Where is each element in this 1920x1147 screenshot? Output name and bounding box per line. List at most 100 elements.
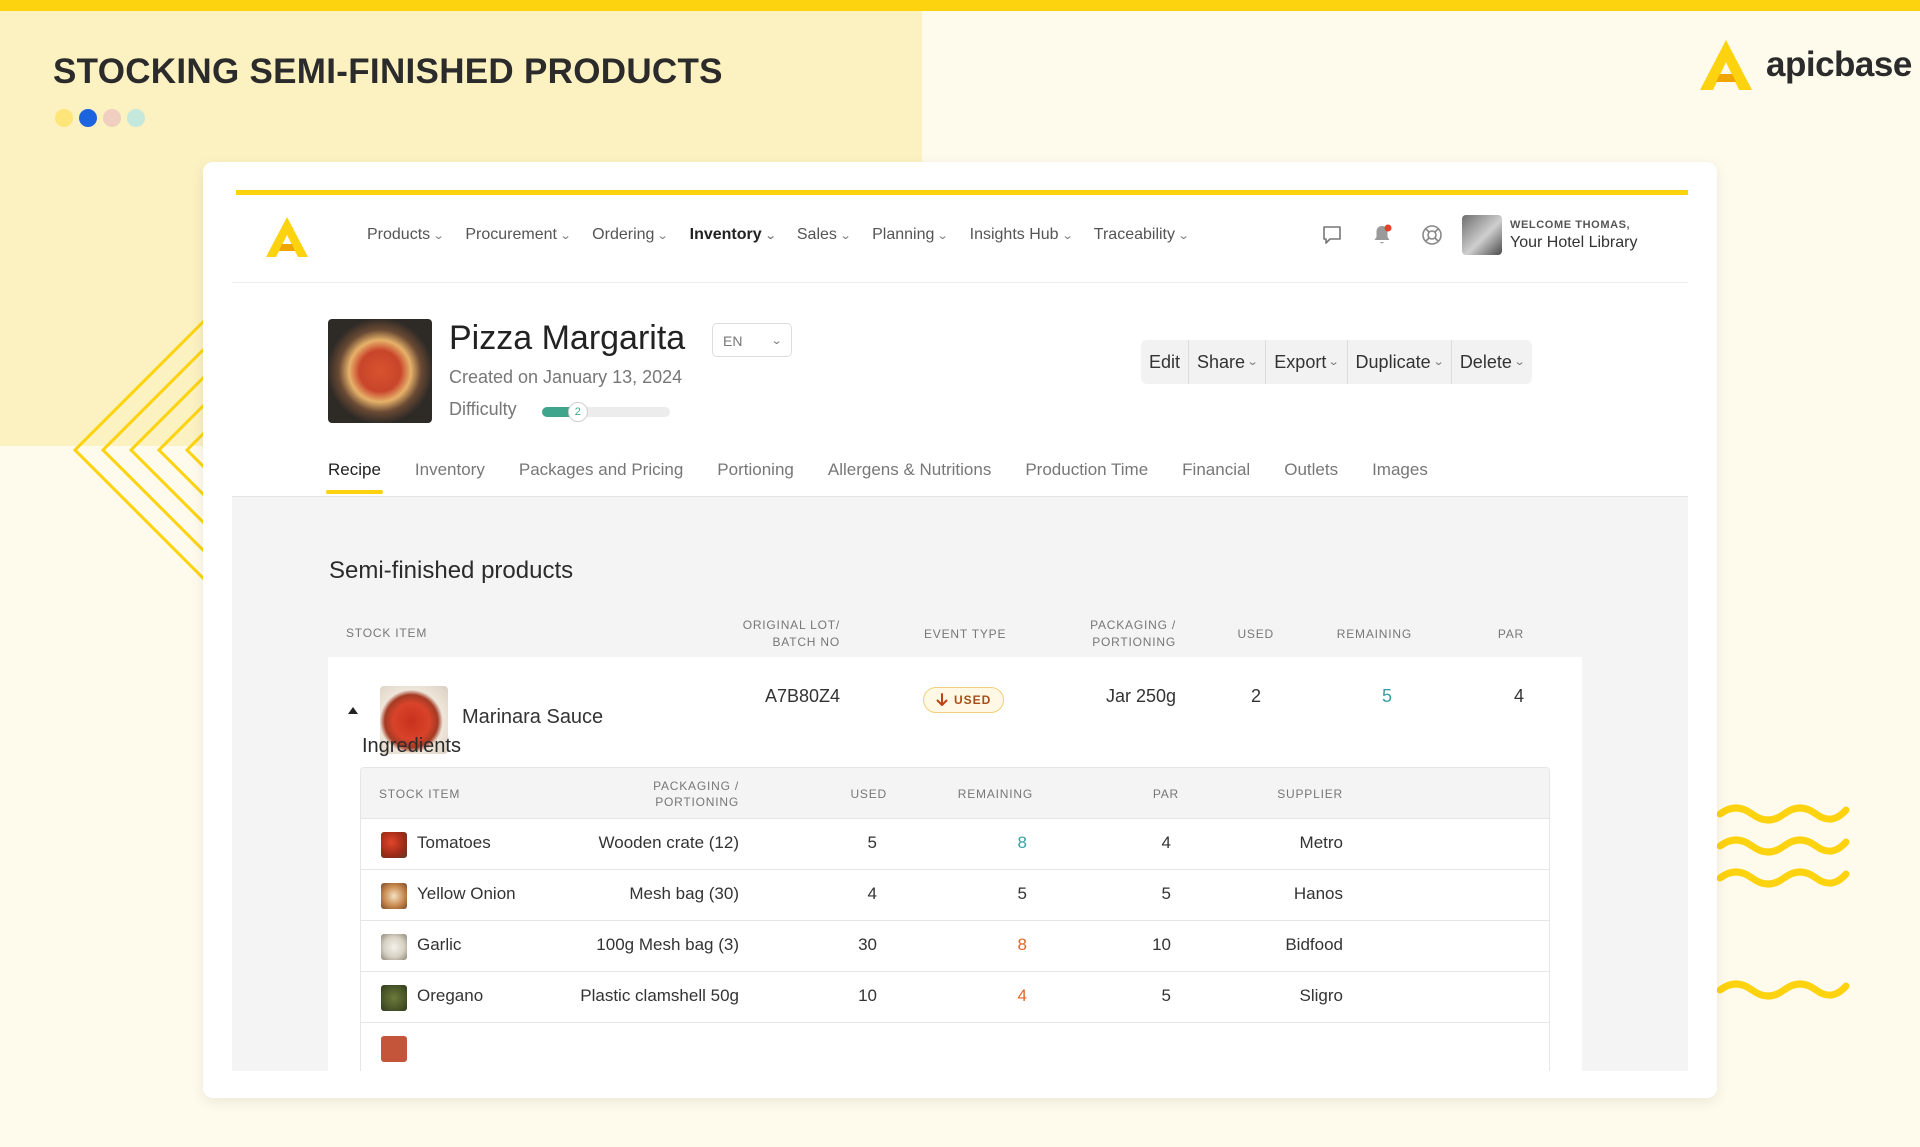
chevron-down-icon: ⌄ (1513, 356, 1526, 368)
tab-portioning[interactable]: Portioning (717, 460, 794, 479)
chevron-down-icon: ⌄ (559, 229, 572, 242)
brand-logo: apicbase (1698, 38, 1912, 92)
nav-procurement[interactable]: Procurement ⌄ (465, 226, 572, 244)
table-row[interactable]: Yellow Onion Mesh bag (30) 4 5 5 Hanos (361, 869, 1549, 920)
nav-insights-hub-label: Insights Hub (969, 226, 1059, 243)
col-packaging-line2: PORTIONING (1092, 635, 1176, 649)
collapse-caret-icon[interactable] (348, 707, 358, 714)
delete-button-label: Delete (1459, 352, 1512, 372)
export-button[interactable]: Export ⌄ (1266, 340, 1348, 384)
dot-mint (127, 109, 145, 127)
nav-planning-label: Planning (872, 226, 935, 243)
duplicate-button[interactable]: Duplicate ⌄ (1348, 340, 1452, 384)
nav-ordering-label: Ordering (592, 226, 655, 243)
chevron-down-icon: ⌄ (770, 335, 783, 347)
tab-packages-and-pricing[interactable]: Packages and Pricing (518, 460, 684, 479)
ing-col-supplier: SUPPLIER (1277, 787, 1343, 801)
ingredient-thumbnail (381, 934, 407, 960)
product-tabs: Recipe Inventory Packages and Pricing Po… (326, 460, 1462, 494)
ingredient-par: 4 (1161, 833, 1171, 852)
tab-allergens-nutritions[interactable]: Allergens & Nutritions (827, 460, 992, 479)
ingredient-name: Oregano (417, 986, 484, 1005)
edit-button[interactable]: Edit (1141, 340, 1190, 384)
semi-item-par: 4 (1513, 686, 1524, 706)
ing-col-used: USED (850, 787, 887, 801)
app-accent-stripe (236, 190, 1688, 195)
product-actions: Edit Share ⌄ Export ⌄ Duplicate ⌄ Delete ⌄ (1141, 340, 1533, 384)
tab-recipe[interactable]: Recipe (326, 460, 383, 494)
ingredient-thumbnail (381, 985, 407, 1011)
nav-products-label: Products (367, 226, 431, 243)
table-row[interactable]: Tomatoes Wooden crate (12) 5 8 4 Metro (361, 818, 1549, 869)
brand-wordmark: apicbase (1766, 45, 1912, 84)
ing-col-packaging-line2: PORTIONING (655, 795, 739, 809)
nav-sales[interactable]: Sales ⌄ (796, 226, 852, 244)
app-logo-icon[interactable] (264, 215, 310, 259)
ingredient-remaining: 8 (1017, 935, 1027, 954)
ingredient-supplier: Bidfood (1285, 935, 1343, 954)
semi-item-used: 2 (1250, 686, 1261, 706)
semi-finished-table: STOCK ITEM ORIGINAL LOT/ BATCH NO EVENT … (328, 605, 1582, 1071)
chevron-down-icon: ⌄ (839, 229, 852, 242)
product-image (328, 319, 432, 423)
bell-icon[interactable] (1370, 223, 1394, 247)
dot-yellow (55, 109, 73, 127)
chevron-down-icon: ⌄ (1246, 356, 1259, 368)
semi-item-lot: A7B80Z4 (764, 686, 840, 706)
ingredient-packaging: Mesh bag (30) (629, 884, 739, 903)
marinara-sauce-image (380, 686, 448, 754)
col-event-type: EVENT TYPE (924, 627, 1007, 641)
nav-planning[interactable]: Planning ⌄ (872, 226, 950, 244)
user-menu[interactable]: WELCOME THOMAS, Your Hotel Library (1462, 215, 1637, 255)
apicbase-logo-icon (1700, 40, 1752, 90)
ingredient-packaging: 100g Mesh bag (3) (596, 935, 739, 954)
tab-images[interactable]: Images (1372, 460, 1428, 479)
nav-sales-label: Sales (796, 226, 837, 243)
event-type-badge: USED (923, 687, 1005, 713)
ingredient-remaining: 4 (1017, 986, 1027, 1005)
ingredient-remaining: 8 (1017, 833, 1027, 852)
difficulty-label: Difficulty (449, 399, 517, 419)
ing-col-stock-item: STOCK ITEM (379, 787, 461, 801)
table-row[interactable]: Oregano Plastic clamshell 50g 10 4 5 Sli… (361, 971, 1549, 1022)
ing-col-remaining: REMAINING (957, 787, 1033, 801)
table-header: STOCK ITEM ORIGINAL LOT/ BATCH NO EVENT … (328, 605, 1582, 657)
table-row-partial[interactable] (361, 1022, 1549, 1071)
event-type-label: USED (954, 693, 992, 707)
ingredient-supplier: Sligro (1299, 986, 1343, 1005)
ingredient-used: 5 (867, 833, 877, 852)
nav-insights-hub[interactable]: Insights Hub ⌄ (969, 226, 1074, 244)
nav-ordering[interactable]: Ordering ⌄ (592, 226, 669, 244)
ingredient-par: 10 (1152, 935, 1171, 954)
chat-icon[interactable] (1320, 223, 1344, 247)
chevron-down-icon: ⌄ (937, 229, 950, 242)
app-frame: Products ⌄ Procurement ⌄ Ordering ⌄ Invento… (232, 190, 1688, 1071)
nav-traceability[interactable]: Traceability ⌄ (1094, 226, 1190, 244)
page-headline: STOCKING SEMI-FINISHED PRODUCTS (53, 52, 723, 91)
edit-button-label: Edit (1149, 352, 1181, 372)
difficulty-bar-fill (542, 407, 578, 417)
col-par: PAR (1497, 627, 1524, 641)
semi-item-name[interactable]: Marinara Sauce (462, 706, 604, 728)
top-accent-stripe (0, 0, 1920, 11)
help-icon[interactable] (1420, 223, 1444, 247)
created-date: Created on January 13, 2024 (449, 367, 683, 387)
section-title: Semi-finished products (329, 557, 574, 584)
ingredient-name: Yellow Onion (417, 884, 516, 903)
ingredient-packaging: Wooden crate (12) (598, 833, 739, 852)
tab-financial[interactable]: Financial (1182, 460, 1251, 479)
organization-name: Your Hotel Library (1510, 233, 1638, 251)
share-button[interactable]: Share ⌄ (1189, 340, 1267, 384)
delete-button[interactable]: Delete ⌄ (1452, 340, 1532, 384)
language-select[interactable]: EN ⌄ (712, 323, 792, 357)
tab-production-time[interactable]: Production Time (1025, 460, 1149, 479)
chevron-down-icon: ⌄ (1432, 356, 1445, 368)
tab-inventory[interactable]: Inventory (414, 460, 485, 479)
nav-products[interactable]: Products ⌄ (367, 226, 445, 244)
ingredient-used: 10 (858, 986, 877, 1005)
table-row[interactable]: Garlic 100g Mesh bag (3) 30 8 10 Bidfood (361, 920, 1549, 971)
nav-inventory[interactable]: Inventory ⌄ (690, 226, 777, 244)
avatar (1462, 215, 1502, 255)
main-menu: Products ⌄ Procurement ⌄ Ordering ⌄ Invento… (367, 226, 1210, 244)
tab-outlets[interactable]: Outlets (1284, 460, 1339, 479)
